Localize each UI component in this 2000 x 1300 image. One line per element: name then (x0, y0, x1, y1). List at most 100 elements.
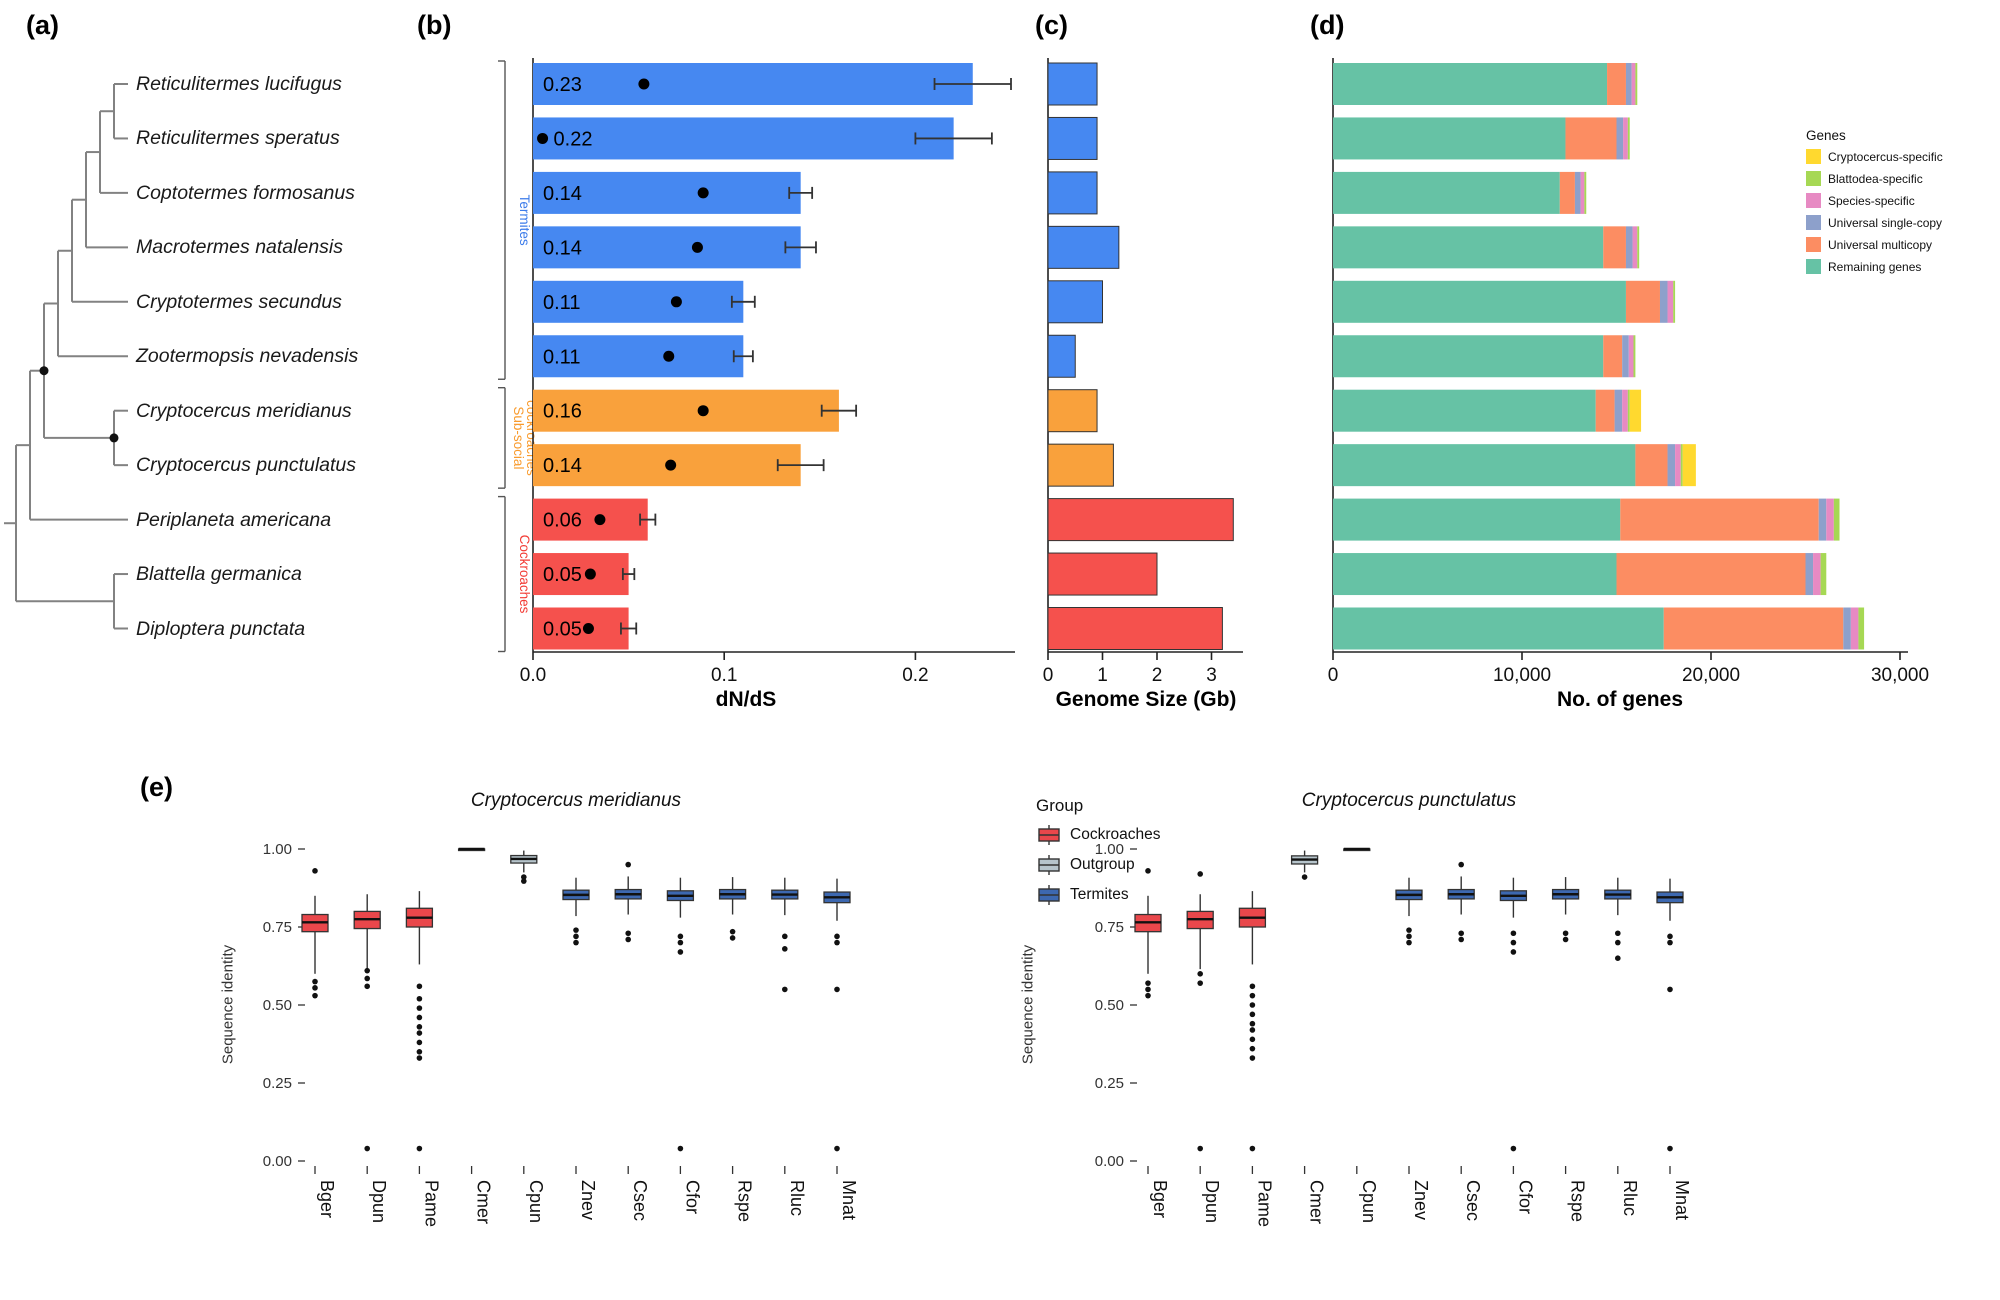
genome-bar (1047, 334, 1076, 378)
gene-stack-segment (1623, 117, 1628, 160)
x-category-label: Mnat (1672, 1180, 1692, 1220)
gene-stack-segment (1818, 498, 1827, 541)
boxplot-outlier (1406, 933, 1412, 940)
dnds-bar-label: 0.16 (543, 401, 582, 423)
legend-label: Outgroup (1070, 856, 1135, 873)
x-category-label: Cmer (1307, 1180, 1327, 1224)
panel-tag-c: (c) (1035, 10, 1068, 40)
gene-stack-segment (1820, 553, 1827, 596)
tree-node-dot (109, 433, 119, 443)
x-tick-label: 0.0 (520, 665, 546, 686)
legend-item: Cockroaches (1036, 824, 1160, 846)
dnds-bar (533, 498, 648, 541)
boxplot-outlier (1249, 1011, 1256, 1018)
legend-swatch (1806, 149, 1821, 164)
boxplot-outlier (625, 936, 631, 943)
gene-stack-segment (1675, 444, 1681, 487)
boxplot-outlier (1145, 980, 1151, 986)
gene-stack-segment (1333, 226, 1604, 269)
x-tick-label: 30,000 (1871, 665, 1929, 686)
gene-stack-segment (1850, 607, 1859, 650)
boxplot-outlier (1615, 955, 1621, 961)
boxplot-outlier (1458, 861, 1464, 868)
legend-label: Remaining genes (1828, 259, 1922, 274)
dnds-point (537, 132, 549, 144)
boxplot-key-icon (1038, 885, 1060, 905)
panel-tag-b: (b) (417, 10, 452, 40)
panel-tag-a: (a) (26, 10, 59, 40)
gene-stack-segment (1607, 63, 1626, 105)
gene-stack-segment (1603, 226, 1626, 269)
x-category-label: Bger (1150, 1180, 1170, 1218)
boxplot-outlier (573, 933, 579, 940)
boxplot-outlier (1458, 936, 1464, 943)
boxplot-outlier (677, 1145, 684, 1152)
x-tick-label: 10,000 (1493, 665, 1551, 686)
gene-stack-segment (1584, 171, 1587, 214)
dnds-point (691, 241, 703, 253)
legend-item: Termites (1036, 884, 1160, 906)
boxplot-outlier (834, 1145, 840, 1152)
boxplot-outlier (1510, 949, 1517, 955)
x-tick-label: 0 (1043, 665, 1054, 686)
gene-stack-segment (1629, 389, 1642, 432)
boxplot-outlier (416, 1145, 423, 1152)
gene-stack-segment (1635, 444, 1668, 487)
dnds-bar-label: 0.11 (543, 292, 580, 314)
x-category-label: Mnat (839, 1180, 859, 1220)
boxplot-outlier (1249, 1020, 1256, 1027)
legend-item: Universal multicopy (1806, 237, 1943, 252)
boxplot-outlier (677, 939, 684, 946)
x-tick-label: 1 (1097, 665, 1108, 686)
gene-stack-segment (1625, 63, 1632, 105)
legend-label: Universal single-copy (1828, 215, 1943, 230)
boxplot-outlier (1406, 939, 1412, 946)
boxplot-outlier (521, 874, 527, 880)
x-category-label: Rspe (735, 1180, 755, 1222)
boxplot-outlier (1249, 1002, 1256, 1008)
boxplot-outlier (1667, 939, 1673, 946)
gene-stack-segment (1813, 553, 1821, 596)
gene-stack-segment (1843, 607, 1851, 650)
boxplot-outlier (1249, 1027, 1256, 1033)
tree-node-dot (39, 366, 49, 376)
dnds-point (582, 623, 594, 634)
boxplot-right-title: Cryptocercus punctulatus (1301, 790, 1517, 811)
gene-stack-segment (1620, 498, 1819, 541)
species-label: Reticulitermes lucifugus (136, 73, 342, 95)
legend-label: Universal multicopy (1828, 237, 1933, 252)
dnds-bar (533, 280, 744, 323)
clade-label: Termites (517, 195, 532, 246)
species-label: Coptotermes formosanus (136, 181, 355, 204)
dnds-bar-label: 0.14 (543, 455, 582, 477)
dnds-point (594, 514, 606, 526)
boxplot-left-title: Cryptocercus meridianus (470, 790, 682, 811)
boxplot-outlier (1667, 1145, 1673, 1152)
boxplot-outlier (1197, 980, 1203, 986)
x-tick-label: 0.2 (902, 665, 928, 686)
boxplot-outlier (782, 933, 788, 940)
boxplot-outlier (416, 1005, 423, 1011)
dnds-bar (533, 171, 801, 214)
dnds-bar-label: 0.22 (554, 128, 593, 150)
boxplot-outlier (1406, 927, 1412, 933)
boxplot-outlier (416, 1014, 423, 1021)
legend-genes-title: Genes (1806, 128, 1846, 143)
boxplot-outlier (1562, 936, 1569, 943)
boxplot-outlier (1249, 1036, 1256, 1043)
boxplot-outlier (312, 978, 318, 985)
boxplot-outlier (1510, 1145, 1517, 1152)
gene-stack-segment (1333, 553, 1617, 596)
x-category-label: Cmer (474, 1180, 494, 1224)
dnds-point (697, 405, 709, 417)
boxplot-outlier (364, 1145, 371, 1152)
x-category-label: Rluc (1620, 1180, 1640, 1216)
gene-stack-segment (1637, 226, 1640, 269)
gene-stack-segment (1614, 389, 1623, 432)
dnds-point (584, 568, 596, 580)
genes-axis-title: No. of genes (1556, 688, 1683, 711)
boxplot-outlier (416, 1024, 423, 1030)
legend-genes-items: Cryptocercus-specific Blattodea-specific S… (1806, 149, 1943, 274)
gene-stack-segment (1680, 444, 1683, 487)
